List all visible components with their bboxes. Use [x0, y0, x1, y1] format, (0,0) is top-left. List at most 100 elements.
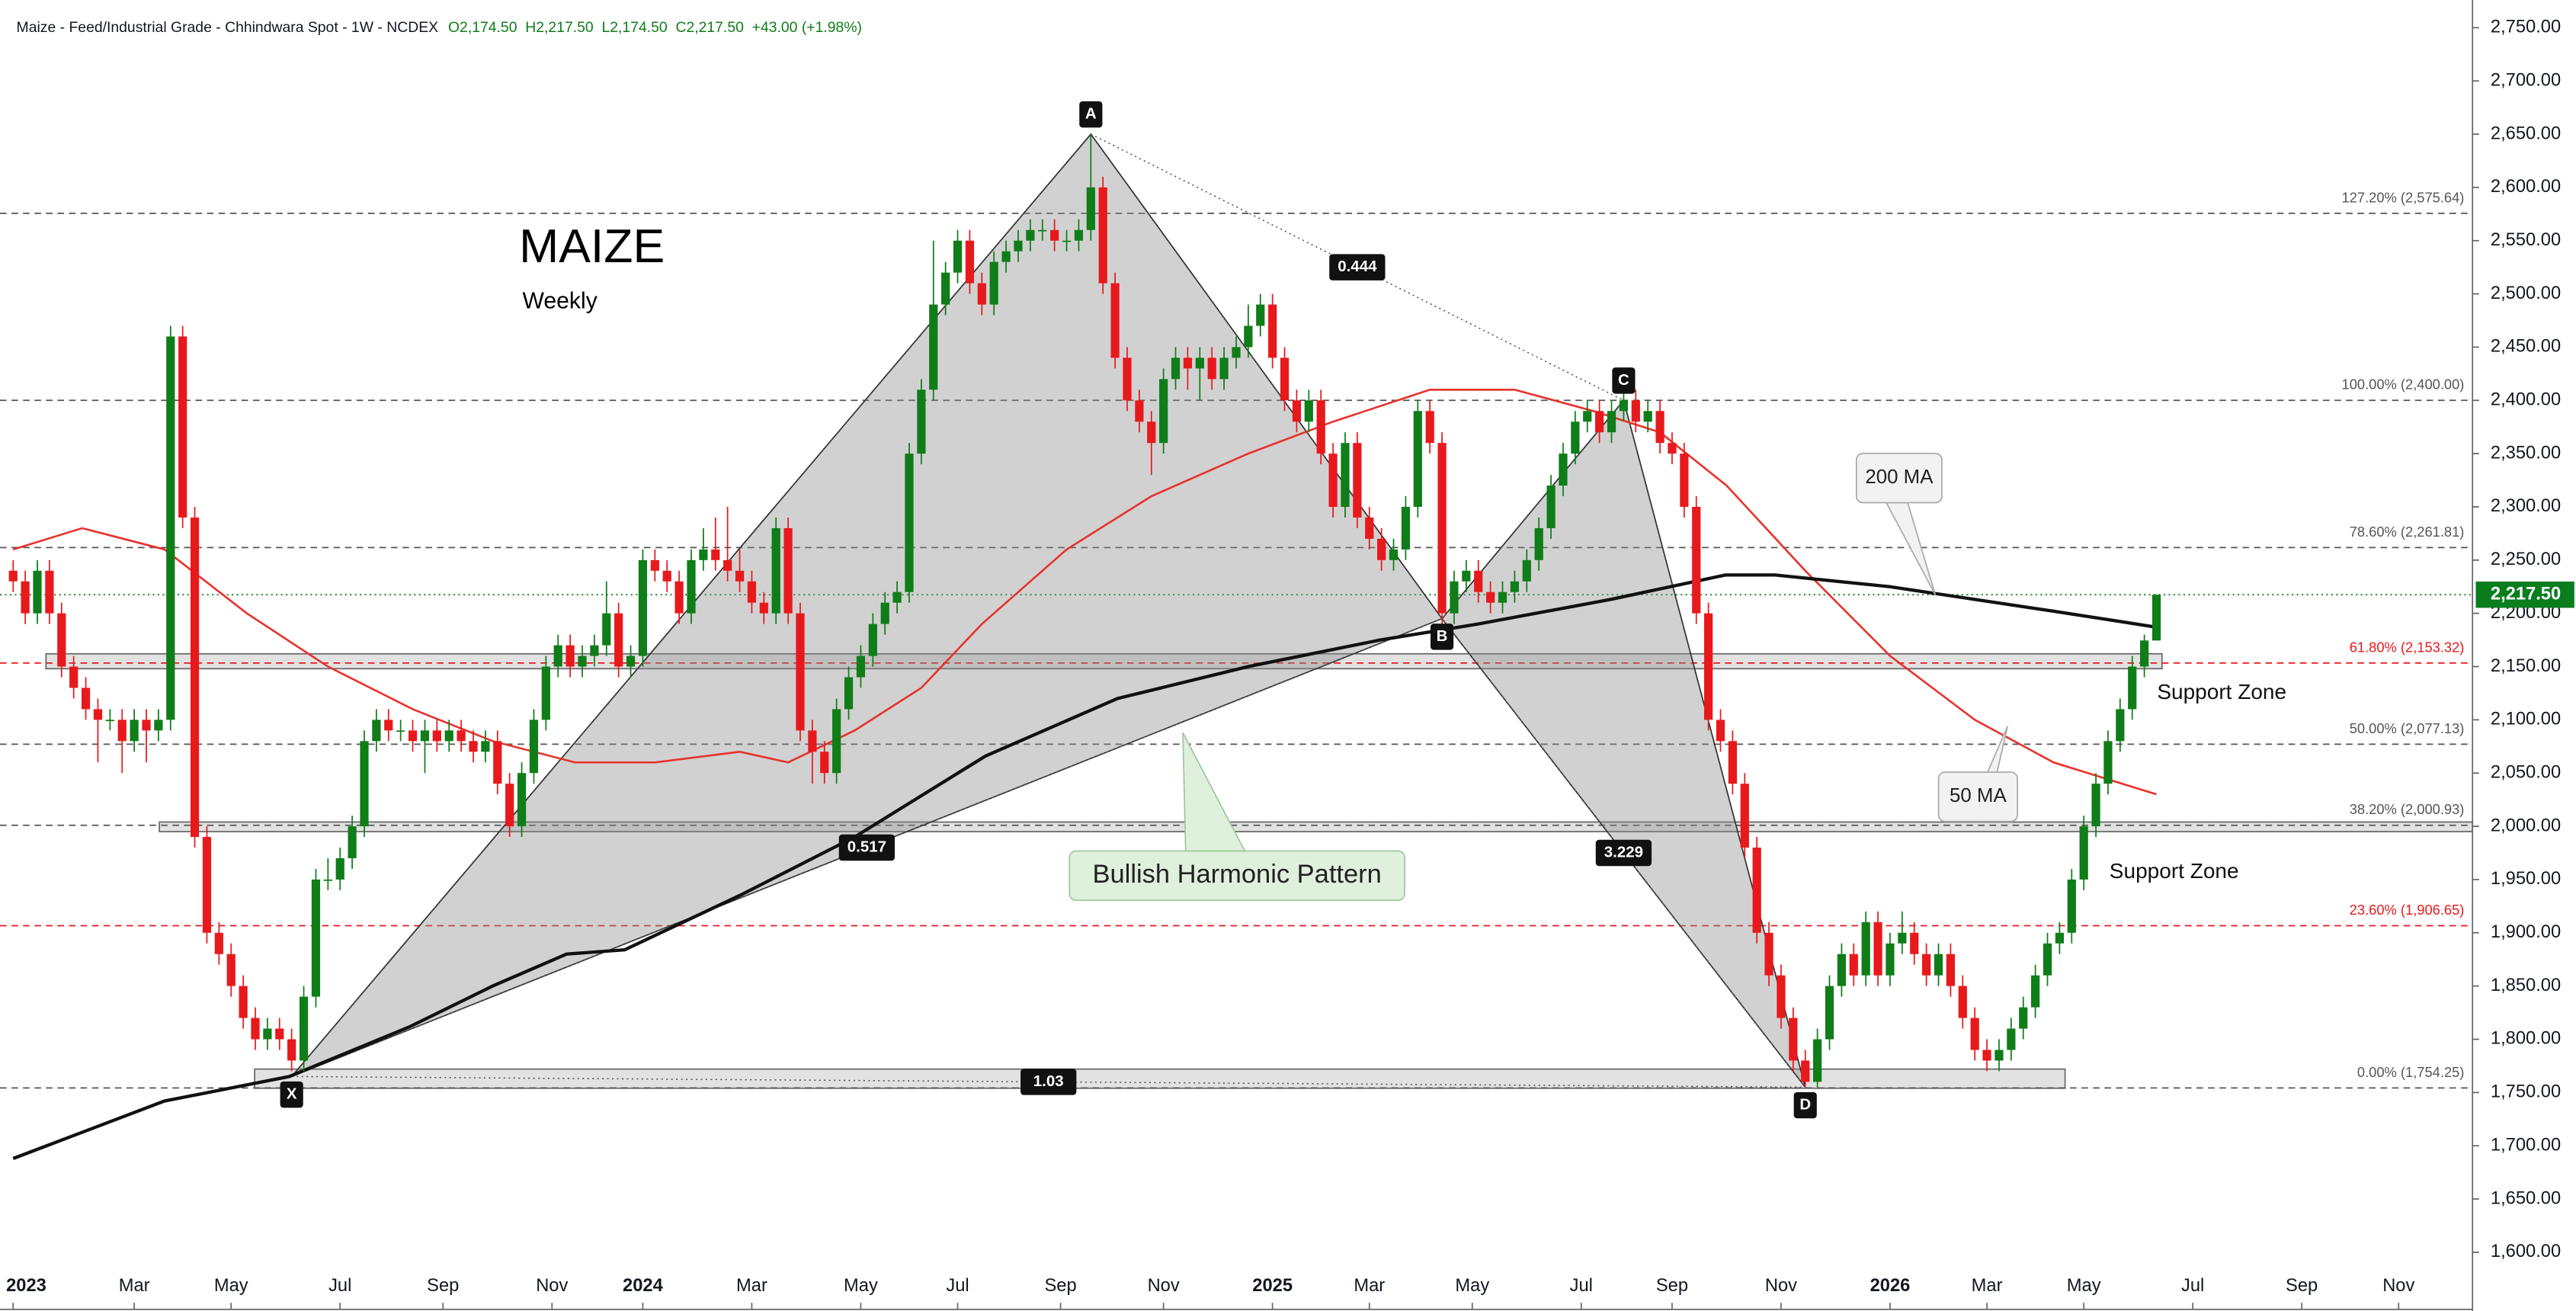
candle-body [1437, 443, 1447, 614]
candle-body [541, 666, 550, 720]
x-tick-label: Jul [328, 1276, 351, 1296]
header-value: C2,217.50 [675, 19, 744, 36]
candle-body [1244, 325, 1253, 348]
point-label: A [1085, 105, 1097, 123]
candle-body [105, 720, 114, 722]
candle-body [1922, 954, 1931, 976]
candle-body [650, 559, 659, 571]
candle-body [1014, 240, 1023, 252]
candle-body [287, 1039, 296, 1061]
candle-body [808, 730, 817, 752]
candle-body [2091, 784, 2100, 827]
candle-body [2116, 709, 2125, 742]
ratio-label: 3.229 [1604, 843, 1643, 861]
candle-body [81, 688, 91, 710]
candle-body [711, 549, 720, 560]
y-tick-label: 2,550.00 [2491, 230, 2561, 250]
candle-body [977, 283, 986, 305]
candle-body [735, 570, 745, 582]
candle-body [1522, 559, 1531, 582]
candle-body [1946, 954, 1956, 986]
callout-box [1937, 771, 2018, 822]
support-label: Support Zone [2157, 680, 2286, 704]
candle-body [396, 730, 405, 732]
x-tick-label: May [2067, 1276, 2101, 1296]
x-tick-label: Sep [1045, 1276, 1077, 1296]
candle-body [166, 336, 175, 720]
x-tick-label: Sep [1656, 1276, 1688, 1296]
candle-body [1546, 486, 1556, 528]
candle-body [1583, 411, 1592, 422]
candle-body [1232, 347, 1241, 358]
point-label-box [280, 1081, 303, 1108]
candle-body [226, 954, 235, 986]
candle-body [1074, 229, 1084, 241]
x-tick-label: Nov [1148, 1276, 1180, 1296]
moving-average [12, 389, 2157, 796]
candle-body [1607, 411, 1616, 433]
candle-body [1740, 784, 1749, 848]
candle-body [892, 591, 902, 603]
candle-body [190, 517, 200, 838]
fib-label: 0.00% (1,754.25) [2357, 1064, 2465, 1080]
candle-body [832, 709, 841, 774]
candle-body [2007, 1028, 2016, 1050]
candle-body [614, 613, 623, 667]
candle-body [1292, 400, 1302, 422]
candle-body [432, 730, 441, 742]
y-tick-label: 2,700.00 [2491, 70, 2561, 90]
x-tick-label: Mar [1972, 1276, 2003, 1296]
candle-body [1643, 411, 1652, 422]
ratio-label: 1.03 [1033, 1072, 1064, 1090]
candle-body [481, 741, 490, 752]
callout-box [1069, 850, 1405, 902]
point-label-box [1793, 1091, 1817, 1119]
support-zone [254, 1068, 2066, 1089]
candle-body [590, 645, 599, 656]
candle-body [1510, 581, 1520, 592]
candle-body [1365, 517, 1374, 539]
candle-body [408, 730, 418, 742]
candle-body [674, 581, 684, 614]
candle-body [117, 720, 127, 742]
x-tick-label: Nov [1765, 1276, 1797, 1296]
y-tick-label: 2,500.00 [2491, 284, 2561, 303]
candle-body [1195, 357, 1204, 369]
candle-body [2019, 1007, 2028, 1029]
x-tick-label: Sep [427, 1276, 459, 1296]
candle-body [1789, 1018, 1798, 1061]
candle-body [1886, 943, 1895, 976]
candle-body [953, 240, 963, 273]
candle-body [202, 837, 212, 933]
candle-body [820, 752, 829, 774]
ratio-label: 0.517 [847, 838, 886, 855]
fib-label: 100.00% (2,400.00) [2342, 377, 2465, 393]
candle-body [1668, 443, 1677, 454]
pattern-leg [1090, 133, 1624, 401]
point-label: D [1799, 1095, 1811, 1113]
candle-body [311, 879, 321, 997]
candle-body [856, 656, 866, 678]
candle-body [1994, 1050, 2004, 1061]
candle-body [2043, 943, 2052, 976]
x-tick-label: Nov [2382, 1276, 2414, 1296]
support-label: Support Zone [2110, 859, 2239, 883]
candle-body [2067, 879, 2076, 933]
candle-body [2103, 741, 2113, 784]
candle-body [699, 549, 708, 560]
candle-body [553, 645, 562, 667]
x-tick-label: May [214, 1276, 248, 1296]
candle-body [1316, 400, 1325, 454]
candle-body [1970, 1018, 1979, 1050]
candle-body [348, 826, 357, 858]
candle-body [1898, 932, 1907, 944]
candle-body [1716, 720, 1725, 742]
x-tick-label: Mar [1354, 1276, 1385, 1296]
fib-label: 50.00% (2,077.13) [2350, 720, 2465, 736]
candle-body [1958, 986, 1967, 1018]
x-tick-label: Jul [2181, 1276, 2204, 1296]
candle-body [1631, 400, 1640, 422]
x-tick-label: 2025 [1252, 1276, 1293, 1296]
last-price-tag [2475, 581, 2574, 608]
candle-body [1655, 411, 1664, 444]
